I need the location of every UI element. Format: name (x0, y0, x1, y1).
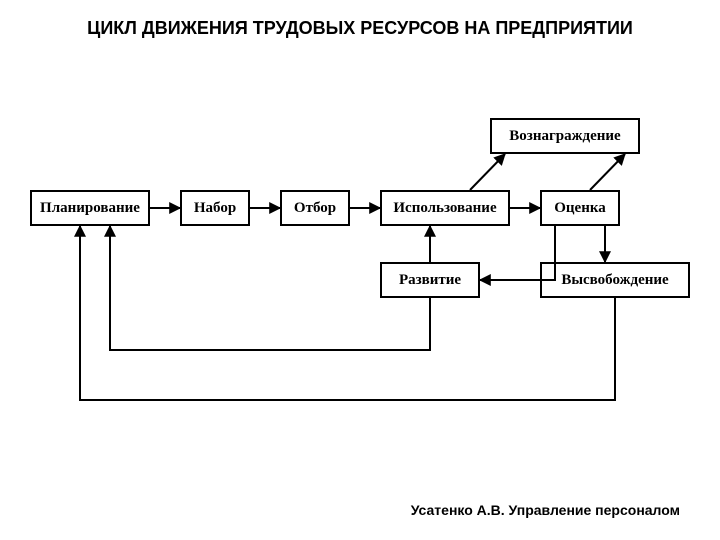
page-title: ЦИКЛ ДВИЖЕНИЯ ТРУДОВЫХ РЕСУРСОВ НА ПРЕДП… (0, 18, 720, 39)
footer-credit: Усатенко А.В. Управление персоналом (411, 502, 680, 518)
node-use: Использование (380, 190, 510, 226)
node-label: Отбор (294, 200, 336, 217)
node-ocenka: Оценка (540, 190, 620, 226)
node-label: Развитие (399, 272, 461, 289)
node-otbor: Отбор (280, 190, 350, 226)
node-label: Вознаграждение (509, 128, 620, 145)
node-label: Использование (393, 200, 496, 217)
node-razv: Развитие (380, 262, 480, 298)
node-label: Оценка (554, 200, 606, 217)
node-plan: Планирование (30, 190, 150, 226)
node-label: Высвобождение (561, 272, 668, 289)
node-label: Планирование (40, 200, 140, 217)
node-vysv: Высвобождение (540, 262, 690, 298)
node-label: Набор (194, 200, 236, 217)
node-vozn: Вознаграждение (490, 118, 640, 154)
node-nabor: Набор (180, 190, 250, 226)
